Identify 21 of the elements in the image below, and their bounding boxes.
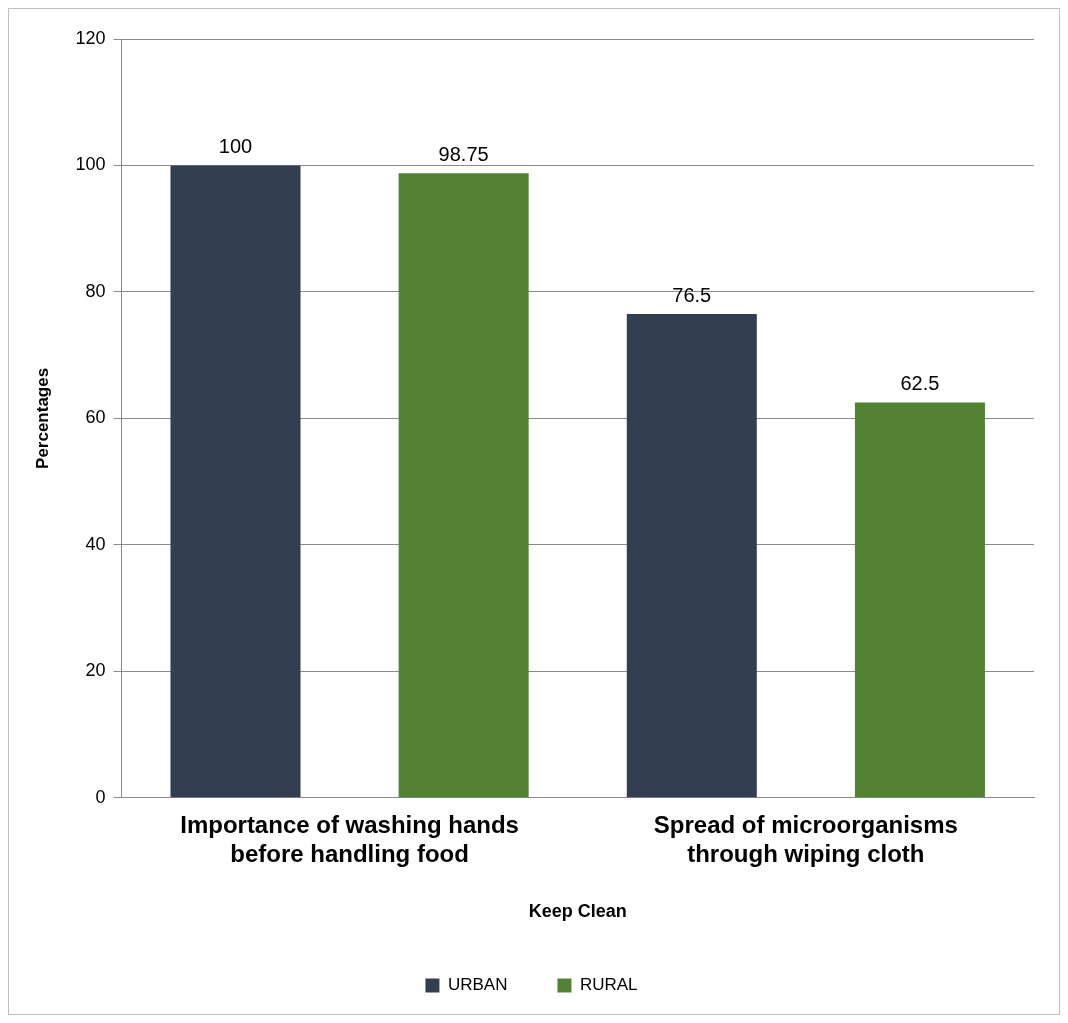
bar [170,165,301,798]
x-tick-label: Spread of microorganisms through wiping cloth [653,810,958,867]
y-axis-title: Percentages [32,367,52,469]
x-tick-label: Importance of washing hands before handling food [180,810,519,867]
legend-label: URBAN [447,975,508,995]
y-tick-label: 120 [75,27,106,48]
y-tick-label: 0 [95,786,106,807]
data-label: 76.5 [672,283,712,306]
x-axis-title: Keep Clean [528,901,627,922]
y-tick-label: 40 [85,533,106,554]
y-tick-label: 100 [75,154,106,175]
legend-label: RURAL [579,975,638,995]
y-tick-label: 80 [85,280,106,301]
bar [626,314,757,798]
y-tick-label: 60 [85,407,106,428]
data-label: 100 [218,134,253,157]
data-label: 98.75 [438,142,489,165]
bar [854,402,985,798]
bar [398,173,529,798]
data-label: 62.5 [900,372,940,395]
y-tick-label: 20 [85,660,106,681]
